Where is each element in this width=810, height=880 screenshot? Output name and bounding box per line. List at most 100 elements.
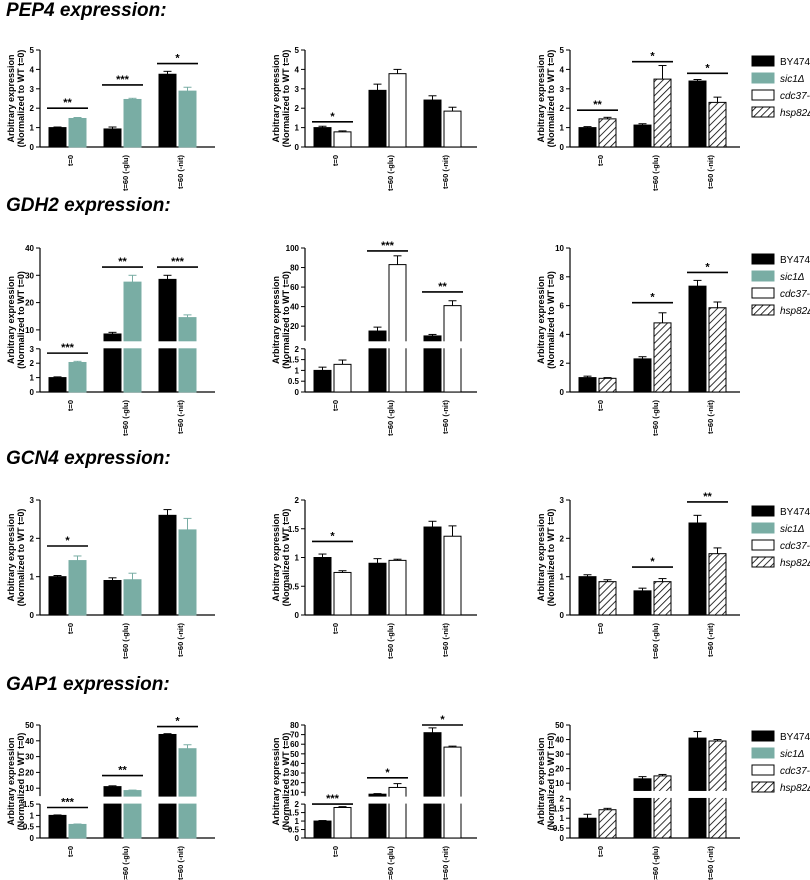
bar-by4742-0 — [48, 377, 67, 393]
significance-label: ** — [438, 281, 447, 293]
legend-label: hsp82Δ — [780, 558, 810, 569]
bar-cdc371-1 — [388, 559, 407, 616]
bar-by4742-1 — [368, 330, 387, 393]
significance-label: * — [175, 716, 180, 728]
y-tick-label: 2 — [30, 359, 35, 368]
x-category-label: t=60 (-glu) — [386, 155, 395, 192]
y-axis-label-line1: Arbitrary expression — [271, 276, 281, 364]
y-tick-label: 0 — [560, 611, 565, 620]
y-tick-label: 2 — [560, 104, 565, 113]
y-tick-label: 2 — [560, 794, 565, 803]
significance-label: ** — [118, 765, 127, 777]
y-tick-label: 40 — [290, 759, 299, 768]
significance-label: * — [330, 111, 335, 123]
bar-hsp82-1 — [653, 78, 672, 148]
bar-cdc371-2 — [443, 535, 462, 616]
y-tick-label: 1 — [560, 814, 565, 823]
y-tick-label: 0.5 — [288, 826, 300, 835]
legend-label: BY4742 — [780, 732, 810, 743]
y-axis-label-line2: (Normalized to WT t=0) — [281, 50, 291, 148]
bar-sic1-0 — [68, 560, 87, 616]
axis-break-gap — [41, 341, 216, 349]
x-category-label: t=60 (-nit) — [706, 155, 715, 189]
y-tick-label: 10 — [555, 779, 564, 788]
y-tick-label: 1.5 — [23, 800, 35, 809]
bar-sic1-1 — [123, 98, 142, 148]
y-tick-label: 0 — [560, 834, 565, 843]
significance-label: * — [650, 292, 655, 304]
x-category-label: t=60 (-nit) — [441, 400, 450, 434]
legend-label: hsp82Δ — [780, 783, 810, 794]
x-category-label: t=60 (-glu) — [386, 400, 395, 437]
x-category-label: t=0 — [66, 846, 75, 857]
legend-swatch — [751, 304, 775, 316]
legend-swatch — [751, 55, 775, 67]
y-tick-label: 1 — [295, 554, 300, 563]
y-tick-label: 0 — [295, 834, 300, 843]
bar-cdc371-1 — [388, 73, 407, 148]
y-tick-label: 20 — [555, 765, 564, 774]
y-axis-label-line2: (Normalized to WT t=0) — [16, 50, 26, 148]
bar-by4742-0 — [48, 127, 67, 148]
y-tick-label: 3 — [560, 496, 565, 505]
bar-cdc371-0 — [333, 806, 352, 839]
bar-hsp82-0 — [598, 118, 617, 148]
x-category-label: t=60 (-nit) — [706, 846, 715, 880]
y-tick-label: 1 — [30, 573, 35, 582]
bar-by4742-2 — [423, 526, 442, 616]
y-tick-label: 0 — [295, 611, 300, 620]
legend-label: sic1Δ — [780, 749, 805, 760]
legend-label: cdc37-1 — [780, 541, 810, 552]
x-category-label: t=60 (-glu) — [386, 846, 395, 880]
bar-sic1-2 — [178, 90, 197, 148]
x-category-label: t=0 — [66, 623, 75, 634]
y-tick-label: 1 — [560, 573, 565, 582]
significance-label: ** — [63, 97, 72, 109]
x-category-label: t=60 (-glu) — [121, 155, 130, 192]
axis-break-gap — [41, 796, 216, 804]
y-tick-label: 30 — [555, 750, 564, 759]
x-category-label: t=60 (-nit) — [441, 155, 450, 189]
x-category-label: t=60 (-nit) — [441, 846, 450, 880]
bar-cdc371-2 — [443, 110, 462, 148]
bar-cdc371-0 — [333, 363, 352, 393]
y-tick-label: 1.5 — [288, 809, 300, 818]
bar-by4742-2 — [158, 514, 177, 616]
bar-cdc371-1 — [388, 264, 407, 393]
legend-label: BY4742 — [780, 57, 810, 68]
y-tick-label: 2 — [30, 534, 35, 543]
row-title-0: PEP4 expression: — [6, 0, 167, 21]
y-tick-label: 0.5 — [23, 823, 35, 832]
x-category-label: t=0 — [66, 155, 75, 166]
legend-label: sic1Δ — [780, 74, 805, 85]
bar-by4742-1 — [103, 580, 122, 616]
y-tick-label: 2 — [30, 104, 35, 113]
y-tick-label: 0 — [295, 388, 300, 397]
y-tick-label: 10 — [555, 244, 564, 253]
x-category-label: t=0 — [596, 155, 605, 166]
y-tick-label: 50 — [555, 721, 564, 730]
bar-cdc371-2 — [443, 746, 462, 839]
x-category-label: t=60 (-nit) — [176, 846, 185, 880]
bar-by4742-0 — [578, 377, 597, 393]
y-tick-label: 0 — [30, 388, 35, 397]
y-tick-label: 5 — [560, 46, 565, 55]
legend-label: BY4742 — [780, 507, 810, 518]
legend-label: sic1Δ — [780, 524, 805, 535]
legend-label: cdc37-1 — [780, 766, 810, 777]
y-tick-label: 70 — [290, 731, 299, 740]
significance-label: ** — [118, 256, 127, 268]
x-category-label: t=60 (-nit) — [441, 623, 450, 657]
bar-hsp82-1 — [653, 322, 672, 393]
legend-label: hsp82Δ — [780, 108, 810, 119]
significance-label: * — [65, 535, 70, 547]
x-category-label: t=60 (-glu) — [651, 155, 660, 192]
row-title-1: GDH2 expression: — [6, 195, 171, 216]
legend-swatch — [751, 539, 775, 551]
plots-layer: PEP4 expression: 0 1 2 3 4 5 Arbitrary expressi… — [6, 0, 741, 880]
bar-by4742-1 — [368, 89, 387, 148]
legend-swatch — [751, 505, 775, 517]
y-tick-label: 6 — [560, 302, 565, 311]
bar-by4742-2 — [688, 522, 707, 616]
